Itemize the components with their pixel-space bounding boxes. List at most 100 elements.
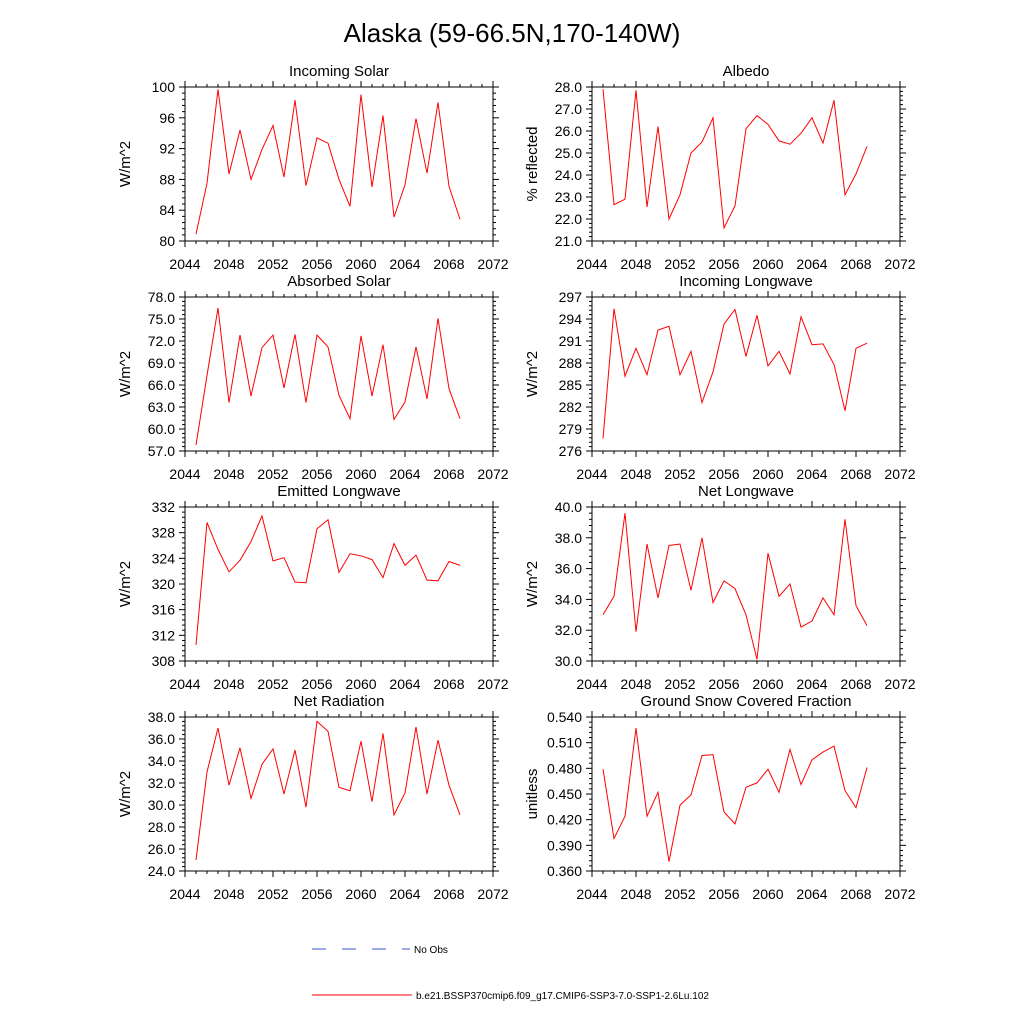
y-tick-label: 88 <box>159 171 175 187</box>
figure-title: Alaska (59-66.5N,170-140W) <box>344 18 681 48</box>
x-tick-label: 2044 <box>169 886 200 902</box>
series-line <box>195 720 461 861</box>
y-tick-label: 57.0 <box>148 443 175 459</box>
y-tick-label: 24.0 <box>148 863 175 879</box>
panel-title: Ground Snow Covered Fraction <box>641 693 852 710</box>
x-tick-label: 2068 <box>433 886 464 902</box>
y-tick-label: 332 <box>152 499 176 515</box>
x-tick-label: 2052 <box>257 466 288 482</box>
x-tick-label: 2060 <box>345 466 376 482</box>
x-tick-label: 2044 <box>576 676 607 692</box>
series-line <box>195 89 461 235</box>
x-tick-label: 2060 <box>752 676 783 692</box>
x-tick-label: 2068 <box>840 886 871 902</box>
y-tick-label: 32.0 <box>555 622 582 638</box>
y-tick-label: 27.0 <box>555 101 582 117</box>
y-tick-label: 28.0 <box>148 819 175 835</box>
y-tick-label: 63.0 <box>148 399 175 415</box>
x-tick-label: 2052 <box>664 676 695 692</box>
x-tick-label: 2064 <box>389 886 420 902</box>
x-tick-label: 2056 <box>301 886 332 902</box>
x-tick-label: 2052 <box>257 676 288 692</box>
series-line <box>195 307 461 446</box>
x-tick-label: 2052 <box>257 886 288 902</box>
series-line <box>602 513 868 660</box>
y-tick-label: 80 <box>159 233 175 249</box>
panel-5: Net Longwave 2044 2048 2052 2056 2060 2064 2068… <box>524 483 916 692</box>
x-tick-label: 2060 <box>345 886 376 902</box>
x-tick-label: 2064 <box>796 676 827 692</box>
y-tick-label: 316 <box>152 602 176 618</box>
y-tick-label: 40.0 <box>555 499 582 515</box>
series-line <box>195 514 461 646</box>
x-tick-label: 2068 <box>433 676 464 692</box>
y-tick-label: 100 <box>152 79 176 95</box>
x-tick-label: 2052 <box>664 256 695 272</box>
y-tick-label: 324 <box>152 550 176 566</box>
plot-frame <box>591 296 901 452</box>
y-axis-label: % reflected <box>524 126 541 201</box>
x-tick-label: 2048 <box>620 466 651 482</box>
x-tick-label: 2044 <box>576 886 607 902</box>
y-tick-label: 282 <box>559 399 583 415</box>
x-tick-label: 2068 <box>840 256 871 272</box>
panel-title: Incoming Longwave <box>679 273 812 290</box>
y-axis-label: W/m^2 <box>117 351 134 397</box>
y-tick-label: 22.0 <box>555 211 582 227</box>
y-tick-label: 308 <box>152 653 176 669</box>
panel-title: Emitted Longwave <box>277 483 400 500</box>
y-tick-label: 288 <box>559 355 583 371</box>
y-tick-label: 23.0 <box>555 189 582 205</box>
legend: No Obs b.e21.BSSP370cmip6.f09_g17.CMIP6-… <box>312 945 709 1002</box>
plot-frame <box>184 506 494 662</box>
x-tick-label: 2056 <box>301 466 332 482</box>
y-tick-label: 75.0 <box>148 311 175 327</box>
y-tick-label: 0.450 <box>547 786 582 802</box>
x-tick-label: 2068 <box>433 466 464 482</box>
y-tick-label: 38.0 <box>148 709 175 725</box>
panel-2: Absorbed Solar 2044 2048 2052 2056 2060 2064 20… <box>117 273 509 482</box>
y-tick-label: 60.0 <box>148 421 175 437</box>
x-tick-label: 2072 <box>477 886 508 902</box>
y-tick-label: 0.420 <box>547 812 582 828</box>
x-tick-label: 2064 <box>389 676 420 692</box>
x-tick-label: 2048 <box>213 886 244 902</box>
y-tick-label: 0.390 <box>547 837 582 853</box>
series-line <box>602 728 868 862</box>
panel-1: Albedo 2044 2048 2052 2056 2060 2064 2068 2072 21… <box>524 63 916 272</box>
x-tick-label: 2048 <box>213 676 244 692</box>
x-tick-label: 2060 <box>345 676 376 692</box>
y-tick-label: 32.0 <box>148 775 175 791</box>
y-tick-label: 291 <box>559 333 583 349</box>
plot-frame <box>591 506 901 662</box>
y-tick-label: 36.0 <box>148 731 175 747</box>
y-tick-label: 69.0 <box>148 355 175 371</box>
y-tick-label: 25.0 <box>555 145 582 161</box>
y-tick-label: 30.0 <box>555 653 582 669</box>
x-tick-label: 2064 <box>389 256 420 272</box>
x-tick-label: 2048 <box>213 256 244 272</box>
y-tick-label: 84 <box>159 202 175 218</box>
y-axis-label: W/m^2 <box>117 561 134 607</box>
x-tick-label: 2060 <box>752 886 783 902</box>
x-tick-label: 2064 <box>796 256 827 272</box>
panel-title: Net Radiation <box>294 693 385 710</box>
panel-title: Incoming Solar <box>289 63 389 80</box>
y-tick-label: 0.360 <box>547 863 582 879</box>
y-tick-label: 72.0 <box>148 333 175 349</box>
plot-frame <box>591 716 901 872</box>
x-tick-label: 2048 <box>620 676 651 692</box>
y-tick-label: 328 <box>152 525 176 541</box>
y-tick-label: 0.540 <box>547 709 582 725</box>
y-tick-label: 297 <box>559 289 583 305</box>
y-tick-label: 66.0 <box>148 377 175 393</box>
x-tick-label: 2068 <box>840 466 871 482</box>
x-tick-label: 2060 <box>752 466 783 482</box>
x-tick-label: 2072 <box>884 886 915 902</box>
panels: Incoming Solar 2044 2048 2052 2056 2060 2064 20… <box>117 63 916 902</box>
x-tick-label: 2056 <box>708 466 739 482</box>
x-tick-label: 2056 <box>301 676 332 692</box>
x-tick-label: 2072 <box>884 676 915 692</box>
y-tick-label: 312 <box>152 627 176 643</box>
